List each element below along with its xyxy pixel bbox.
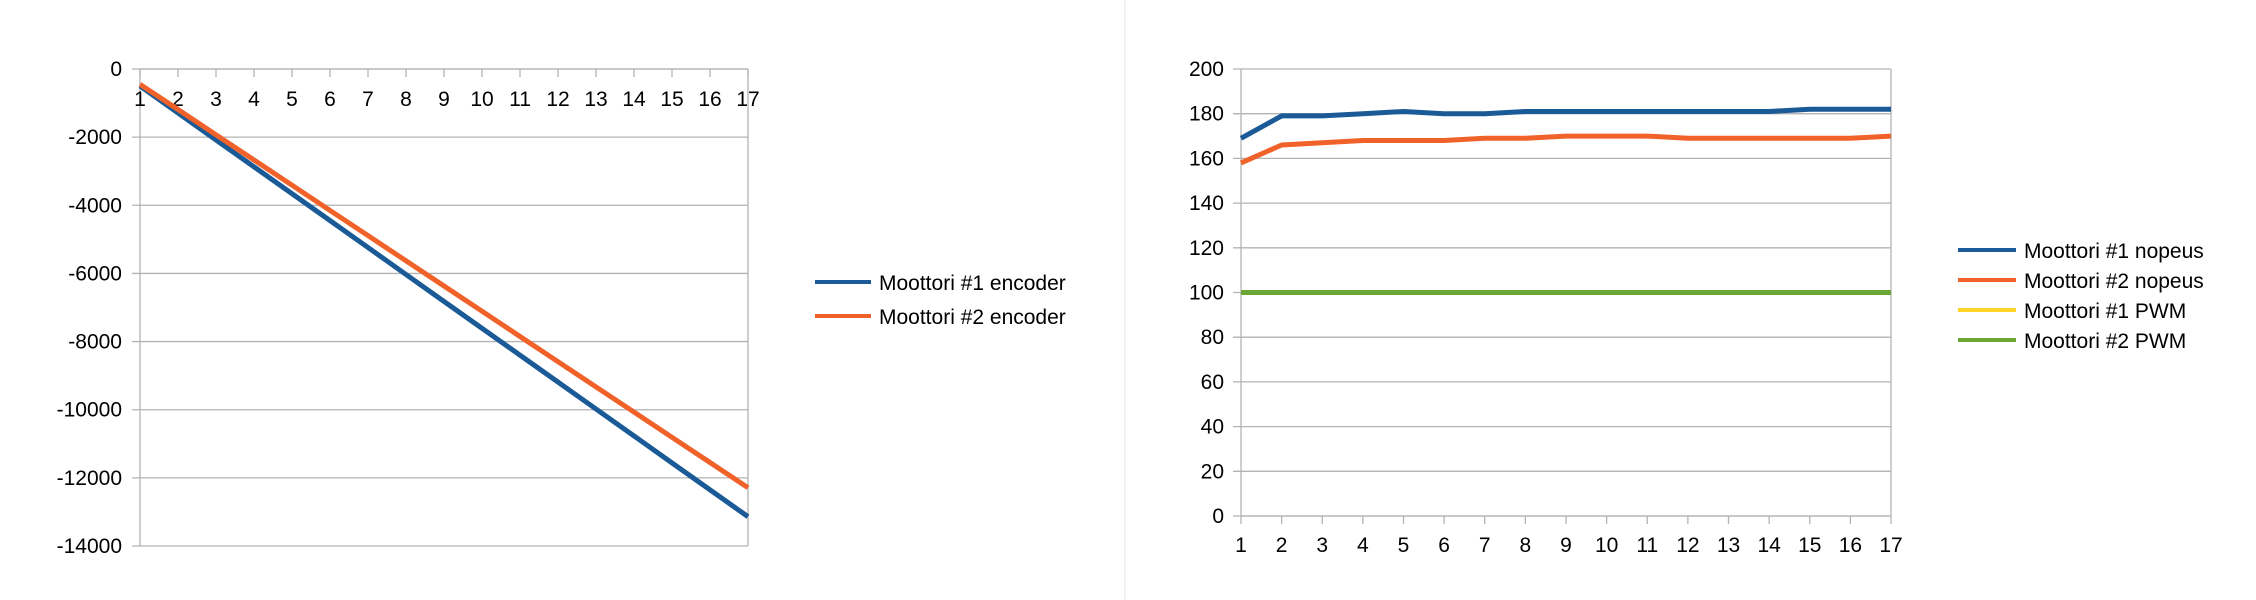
y-tick-label: 0 bbox=[1212, 505, 1224, 528]
y-tick-label: 200 bbox=[1189, 58, 1224, 81]
y-tick-label: -2000 bbox=[68, 126, 122, 149]
x-tick-label: 8 bbox=[400, 88, 412, 111]
x-tick-label: 2 bbox=[172, 88, 184, 111]
y-tick-label: 60 bbox=[1201, 371, 1224, 394]
x-tick-label: 4 bbox=[248, 88, 260, 111]
x-tick-label: 17 bbox=[1879, 534, 1902, 557]
y-tick-label: -8000 bbox=[68, 331, 122, 354]
x-tick-label: 13 bbox=[1717, 534, 1740, 557]
x-tick-label: 1 bbox=[1235, 534, 1247, 557]
x-tick-label: 11 bbox=[509, 88, 531, 111]
encoder-chart: 0 -2000 -4000 -6000 -8000 -10000 -12000 -14000 1… bbox=[57, 58, 1066, 558]
series-line bbox=[1239, 133, 1892, 166]
legend-label: Moottori #2 encoder bbox=[879, 306, 1066, 329]
x-tick-label: 13 bbox=[584, 88, 607, 111]
x-tick-label: 8 bbox=[1520, 534, 1532, 557]
legend-label: Moottori #1 nopeus bbox=[2024, 240, 2204, 263]
y-tick-label: 80 bbox=[1201, 326, 1224, 349]
x-tick-label: 10 bbox=[1595, 534, 1618, 557]
x-tick-label: 9 bbox=[438, 88, 450, 111]
y-tick-label: 160 bbox=[1189, 147, 1224, 170]
y-tick-label: 0 bbox=[110, 58, 122, 81]
y-tick-label: 120 bbox=[1189, 237, 1224, 260]
x-tick-label: 14 bbox=[622, 88, 646, 111]
x-tick-label: 17 bbox=[736, 88, 759, 111]
y-tick-label: 140 bbox=[1189, 192, 1224, 215]
series-line bbox=[138, 82, 750, 490]
y-tick-label: -14000 bbox=[57, 535, 122, 558]
x-tick-label: 15 bbox=[660, 88, 683, 111]
legend-label: Moottori #2 PWM bbox=[2024, 330, 2186, 353]
x-tick-label: 3 bbox=[1316, 534, 1328, 557]
y-tick-label: 40 bbox=[1201, 416, 1224, 439]
y-tick-label: 180 bbox=[1189, 103, 1224, 126]
y-tick-label: -4000 bbox=[68, 194, 122, 217]
series-line bbox=[138, 83, 750, 519]
legend-label: Moottori #1 PWM bbox=[2024, 300, 2186, 323]
x-tick-label: 6 bbox=[1438, 534, 1450, 557]
y-tick-label: -12000 bbox=[57, 467, 122, 490]
x-tick-label: 5 bbox=[286, 88, 298, 111]
legend-label: Moottori #2 nopeus bbox=[2024, 270, 2204, 293]
x-tick-label: 2 bbox=[1276, 534, 1288, 557]
x-tick-label: 16 bbox=[1839, 534, 1862, 557]
y-tick-label: -10000 bbox=[57, 399, 122, 422]
x-tick-label: 3 bbox=[210, 88, 222, 111]
x-tick-label: 6 bbox=[324, 88, 336, 111]
x-tick-label: 7 bbox=[1479, 534, 1491, 557]
x-tick-label: 1 bbox=[134, 88, 146, 111]
y-tick-label: 100 bbox=[1189, 282, 1224, 305]
x-tick-label: 5 bbox=[1398, 534, 1410, 557]
legend-label: Moottori #1 encoder bbox=[879, 272, 1066, 295]
x-tick-label: 14 bbox=[1757, 534, 1781, 557]
x-tick-label: 16 bbox=[698, 88, 721, 111]
y-tick-label: -6000 bbox=[68, 262, 122, 285]
x-tick-label: 10 bbox=[470, 88, 493, 111]
x-tick-label: 9 bbox=[1560, 534, 1572, 557]
x-tick-label: 12 bbox=[1676, 534, 1699, 557]
x-tick-label: 11 bbox=[1636, 534, 1658, 557]
x-tick-label: 7 bbox=[362, 88, 374, 111]
x-tick-label: 4 bbox=[1357, 534, 1369, 557]
y-tick-label: 20 bbox=[1201, 460, 1224, 483]
x-tick-label: 12 bbox=[546, 88, 569, 111]
series-line bbox=[1239, 106, 1891, 141]
legend: Moottori #1 encoder Moottori #2 encoder bbox=[815, 272, 1066, 329]
x-tick-label: 15 bbox=[1798, 534, 1821, 557]
legend: Moottori #1 nopeus Moottori #2 nopeus Moot… bbox=[1958, 240, 2204, 353]
